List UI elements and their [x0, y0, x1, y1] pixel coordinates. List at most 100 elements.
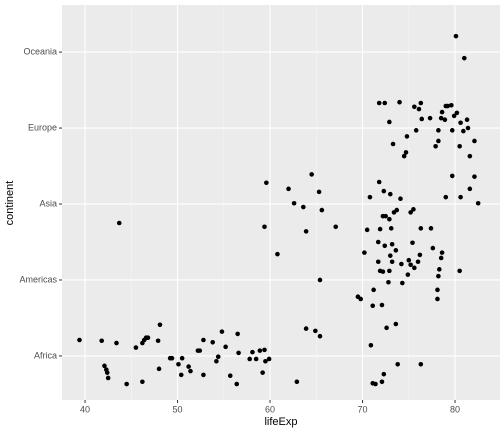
point	[381, 371, 387, 377]
point	[309, 172, 314, 177]
x-tick-label: 50	[173, 404, 183, 414]
point	[387, 191, 393, 197]
point	[408, 210, 413, 215]
point	[467, 186, 473, 192]
point	[367, 194, 373, 200]
point	[291, 200, 297, 206]
point	[435, 287, 440, 293]
point	[436, 128, 441, 133]
point	[145, 335, 151, 341]
grid	[62, 5, 500, 400]
point	[316, 189, 322, 195]
point	[410, 240, 415, 246]
point	[364, 227, 370, 233]
x-tick-label: 60	[265, 404, 275, 414]
point	[102, 363, 107, 369]
point	[362, 250, 367, 255]
y-tick-label: Americas	[19, 274, 57, 284]
point	[370, 303, 376, 309]
point	[301, 204, 306, 210]
point	[438, 255, 444, 261]
point	[428, 226, 434, 231]
x-tick-label: 70	[358, 404, 368, 414]
point	[472, 174, 477, 179]
point	[368, 343, 374, 348]
point	[451, 113, 457, 119]
point	[157, 322, 163, 328]
point	[389, 259, 395, 265]
point	[114, 340, 119, 346]
point	[155, 338, 161, 344]
point	[453, 33, 459, 39]
point	[475, 200, 481, 206]
point	[156, 366, 162, 372]
point	[262, 347, 267, 353]
y-tick-label: Europe	[28, 122, 57, 132]
point	[406, 257, 412, 263]
point	[234, 381, 240, 387]
point	[333, 224, 339, 230]
point	[260, 370, 265, 375]
point	[275, 251, 280, 257]
point	[380, 269, 386, 274]
point	[179, 355, 185, 361]
point	[461, 55, 467, 61]
point	[266, 356, 272, 362]
point	[376, 179, 382, 185]
point	[373, 381, 378, 387]
point	[375, 239, 381, 245]
point	[303, 229, 309, 234]
points	[77, 33, 481, 387]
point	[416, 106, 422, 112]
point	[387, 216, 392, 222]
point	[445, 103, 450, 109]
point	[411, 207, 416, 212]
point	[398, 196, 403, 202]
point	[436, 273, 441, 279]
point	[389, 241, 395, 247]
point	[419, 116, 425, 122]
point	[457, 143, 462, 149]
point	[379, 302, 385, 308]
point	[395, 361, 400, 367]
point	[250, 349, 255, 355]
point	[188, 368, 193, 374]
point	[397, 99, 402, 105]
point	[317, 277, 323, 283]
point	[382, 100, 388, 106]
point	[413, 128, 419, 133]
point	[443, 194, 449, 200]
point	[210, 339, 215, 345]
x-tick-label: 80	[450, 404, 460, 414]
point	[403, 150, 409, 155]
point	[454, 110, 460, 116]
point	[186, 364, 191, 369]
y-tick-label: Africa	[34, 350, 57, 360]
point	[438, 115, 444, 121]
point	[201, 337, 206, 343]
point	[294, 379, 300, 385]
point	[465, 125, 471, 131]
point	[418, 361, 424, 367]
point	[442, 117, 448, 123]
point	[227, 373, 233, 378]
point	[319, 207, 325, 213]
point	[133, 345, 139, 350]
point	[458, 120, 463, 126]
point	[375, 259, 381, 265]
point	[437, 267, 442, 272]
point	[247, 356, 252, 362]
point	[223, 344, 228, 350]
point	[215, 354, 221, 360]
point	[116, 220, 122, 226]
point	[457, 268, 462, 274]
point	[264, 180, 269, 186]
point	[381, 188, 387, 194]
point	[376, 100, 382, 106]
point	[386, 279, 391, 285]
point	[393, 248, 399, 253]
point	[449, 102, 454, 108]
point	[313, 328, 318, 334]
point	[418, 226, 424, 231]
point	[393, 321, 399, 327]
